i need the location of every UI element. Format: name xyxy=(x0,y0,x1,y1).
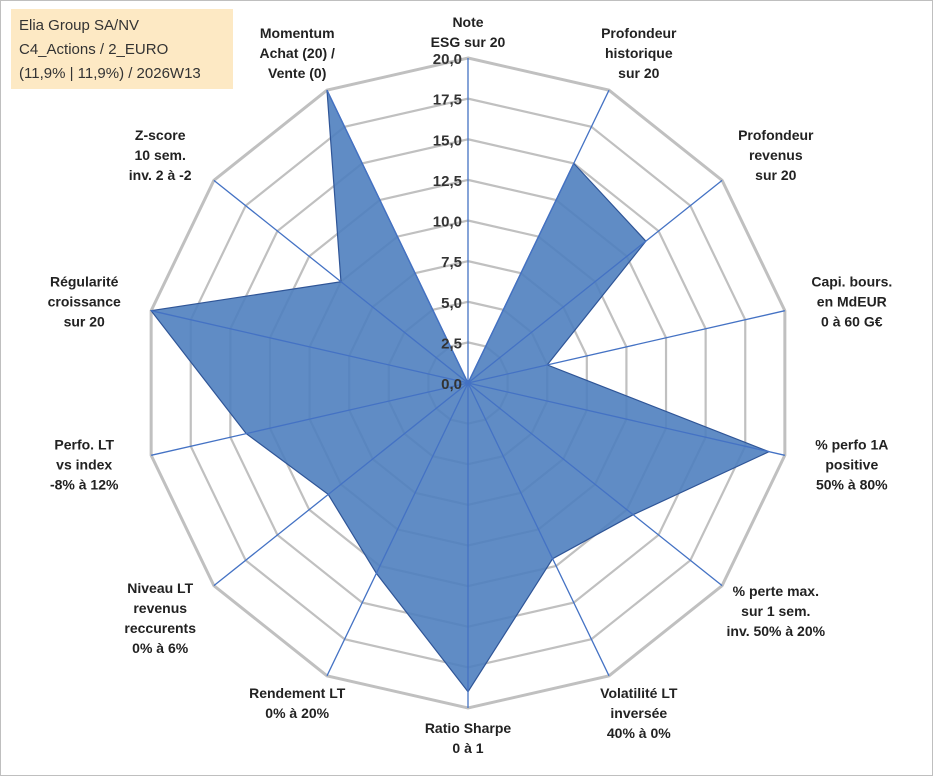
axis-label: Capi. bours. en MdEUR 0 à 60 G€ xyxy=(811,274,892,330)
axis-label-line: reccurents xyxy=(124,620,196,636)
axis-label-line: 40% à 0% xyxy=(607,725,671,741)
axis-label-line: % perfo 1A xyxy=(815,436,888,452)
tick-label: 7,5 xyxy=(441,254,462,271)
axis-label-line: revenus xyxy=(749,147,803,163)
axis-label: Note ESG sur 20 xyxy=(431,14,506,50)
axis-label-line: Ratio Sharpe xyxy=(425,720,512,736)
tick-label: 12,5 xyxy=(433,173,462,190)
tick-label: 0,0 xyxy=(441,376,462,393)
axis-label: Profondeur revenus sur 20 xyxy=(738,127,814,183)
axis-label-line: Vente (0) xyxy=(268,65,326,81)
axis-label: Rendement LT 0% à 20% xyxy=(249,685,346,721)
axis-label-line: positive xyxy=(825,456,878,472)
axis-label-line: sur 20 xyxy=(618,65,659,81)
tick-layer: 0,0 2,5 5,0 7,5 10,0 12,5 15,0 17,5 20,0 xyxy=(433,51,462,393)
tick-label: 15,0 xyxy=(433,132,462,149)
axis-label-line: 50% à 80% xyxy=(816,476,888,492)
axis-label-line: Note xyxy=(452,14,483,30)
tick-label: 5,0 xyxy=(441,295,462,312)
axis-spoke xyxy=(213,382,469,587)
axis-spoke xyxy=(467,179,723,384)
axis-label: Volatilité LT inversée 40% à 0% xyxy=(600,685,678,741)
chart-title-box: Elia Group SA/NV C4_Actions / 2_EURO (11… xyxy=(11,9,233,89)
company-name: Elia Group SA/NV xyxy=(19,17,140,34)
axis-spoke xyxy=(151,382,469,456)
axis-label-line: sur 20 xyxy=(64,314,105,330)
tick-label: 20,0 xyxy=(433,51,462,68)
axis-spoke xyxy=(326,382,469,677)
axis-label-line: inversée xyxy=(610,705,667,721)
axis-label-line: Niveau LT xyxy=(127,580,193,596)
axis-label-line: Profondeur xyxy=(601,25,677,41)
axis-label-line: vs index xyxy=(56,456,112,472)
axis-spoke xyxy=(326,89,469,384)
axis-label-line: sur 20 xyxy=(755,167,796,183)
axis-label-line: Régularité xyxy=(50,274,119,290)
axis-label-line: Achat (20) / xyxy=(259,45,335,61)
axis-spoke xyxy=(467,382,610,677)
axis-label-line: inv. 50% à 20% xyxy=(727,623,826,639)
axis-label-line: historique xyxy=(605,45,673,61)
axis-spoke xyxy=(151,310,469,384)
axis-label-line: croissance xyxy=(48,294,121,310)
axis-label-line: en MdEUR xyxy=(817,294,887,310)
portfolio-category: C4_Actions / 2_EURO xyxy=(19,41,169,58)
axis-label: Profondeur historique sur 20 xyxy=(601,25,677,81)
axis-label-line: Rendement LT xyxy=(249,685,346,701)
performance-period: (11,9% | 11,9%) / 2026W13 xyxy=(19,65,201,82)
axis-label-line: sur 1 sem. xyxy=(741,603,810,619)
axis-label: Niveau LT revenus reccurents 0% à 6% xyxy=(124,580,196,656)
axis-label: % perte max. sur 1 sem. inv. 50% à 20% xyxy=(727,583,826,639)
axis-spoke xyxy=(467,382,723,587)
spoke-layer xyxy=(151,58,785,708)
axis-label-line: 0% à 20% xyxy=(265,705,329,721)
tick-label: 17,5 xyxy=(433,92,462,109)
axis-label: % perfo 1A positive 50% à 80% xyxy=(815,436,888,492)
axis-label: Régularité croissance sur 20 xyxy=(48,274,121,330)
tick-label: 10,0 xyxy=(433,214,462,231)
axis-spoke xyxy=(467,310,785,384)
axis-label-line: 0% à 6% xyxy=(132,640,189,656)
axis-label-line: 10 sem. xyxy=(135,147,186,163)
axis-spoke xyxy=(467,382,785,456)
tick-label: 2,5 xyxy=(441,335,462,352)
axis-spoke xyxy=(213,179,469,384)
axis-label-line: 0 à 1 xyxy=(452,740,483,756)
axis-label-line: Capi. bours. xyxy=(811,274,892,290)
axis-spoke xyxy=(467,89,610,384)
axis-label-line: Profondeur xyxy=(738,127,814,143)
axis-label: Ratio Sharpe 0 à 1 xyxy=(425,720,512,756)
axis-label-line: 0 à 60 G€ xyxy=(821,314,883,330)
axis-label-line: ESG sur 20 xyxy=(431,34,506,50)
axis-label: Momentum Achat (20) / Vente (0) xyxy=(259,25,335,81)
axis-label-line: Perfo. LT xyxy=(54,436,114,452)
axis-label-layer: Note ESG sur 20 Profondeur historique sur 20… xyxy=(48,14,893,756)
axis-label: Z-score 10 sem. inv. 2 à -2 xyxy=(129,127,192,183)
axis-label-line: revenus xyxy=(133,600,187,616)
axis-label-line: % perte max. xyxy=(733,583,819,599)
axis-label-line: Momentum xyxy=(260,25,335,41)
axis-label-line: -8% à 12% xyxy=(50,476,119,492)
axis-label-line: Volatilité LT xyxy=(600,685,678,701)
axis-label-line: inv. 2 à -2 xyxy=(129,167,192,183)
axis-label: Perfo. LT vs index -8% à 12% xyxy=(50,436,119,492)
axis-label-line: Z-score xyxy=(135,127,186,143)
